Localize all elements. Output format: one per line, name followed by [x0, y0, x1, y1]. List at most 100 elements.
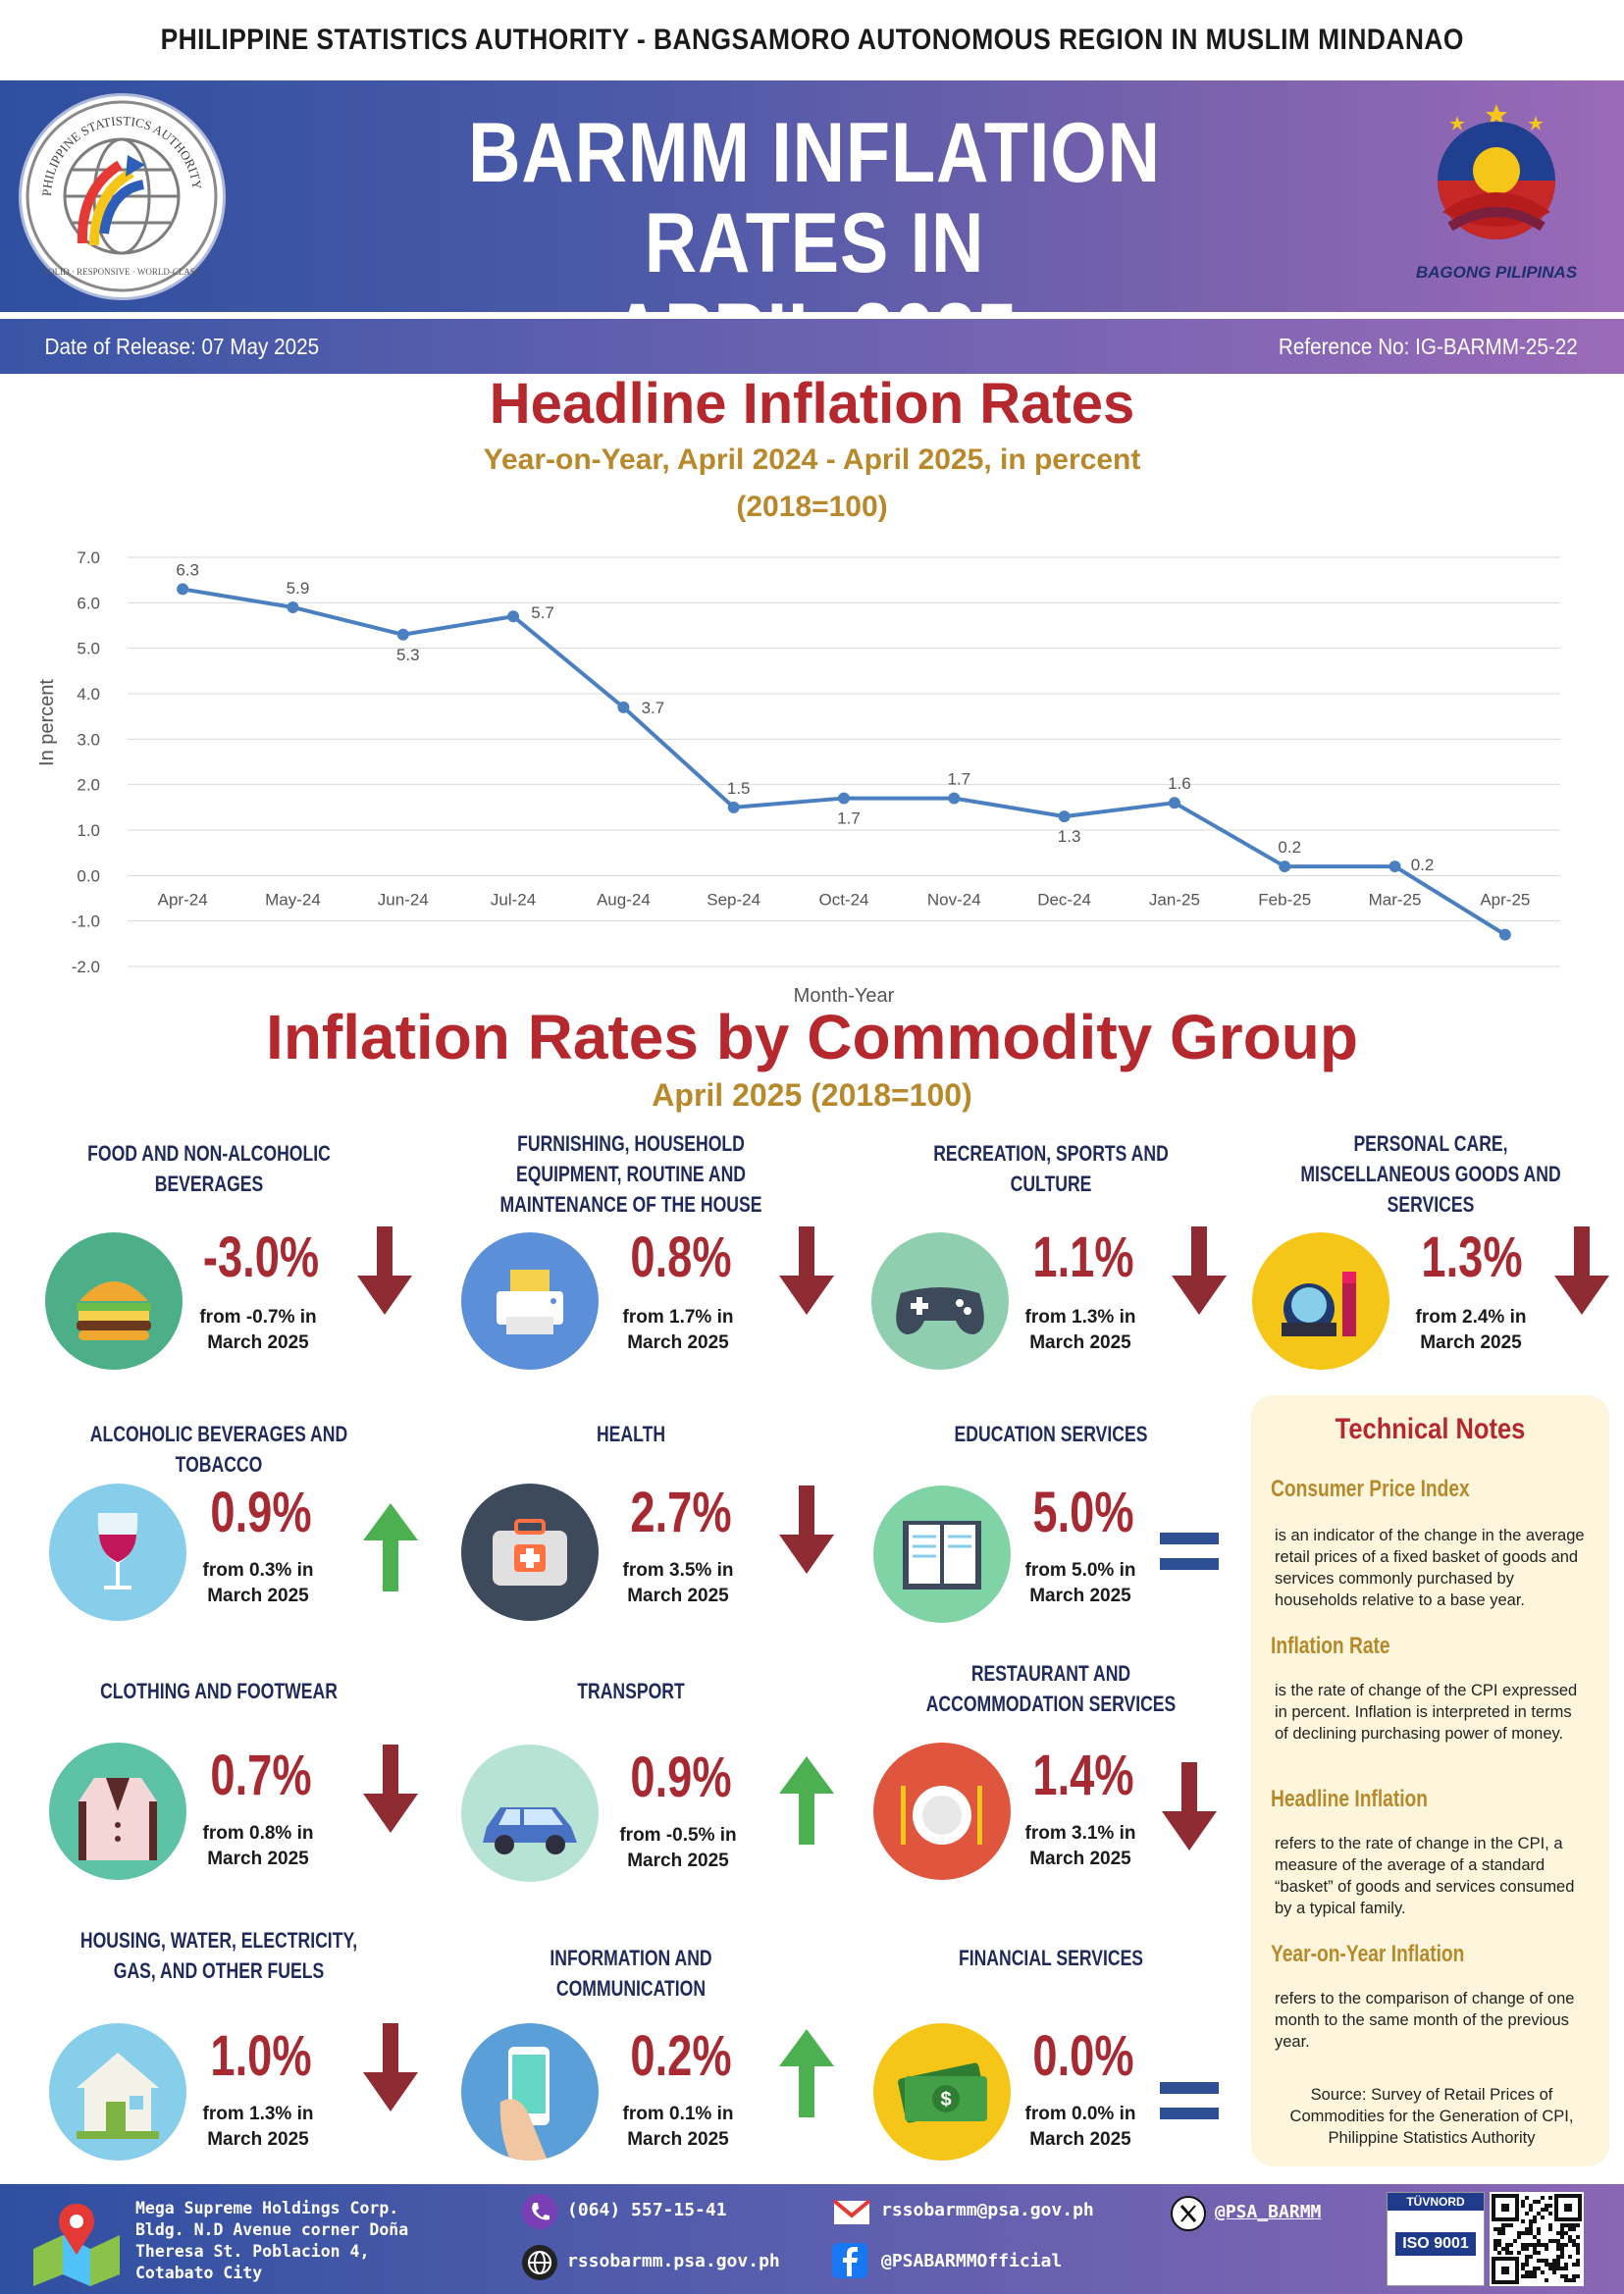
release-bar: Date of Release: 07 May 2025 Reference N…	[0, 319, 1624, 374]
qr-finder	[1554, 2194, 1582, 2221]
house-icon	[49, 2023, 186, 2161]
qr-module	[1533, 2267, 1537, 2270]
qr-module	[1548, 2263, 1552, 2267]
qr-module	[1501, 2227, 1505, 2231]
equal-sign-icon	[1160, 1533, 1219, 1570]
data-point	[1498, 928, 1511, 941]
qr-module	[1529, 2255, 1533, 2259]
footer-address: Mega Supreme Holdings Corp. Bldg. N.D Av…	[135, 2198, 408, 2284]
trend-indicator	[1158, 2057, 1221, 2147]
agency-name: PHILIPPINE STATISTICS AUTHORITY - BANGSA…	[160, 24, 1464, 56]
qr-module	[1517, 2231, 1521, 2235]
qr-module	[1493, 2227, 1497, 2231]
qr-module	[1564, 2243, 1568, 2247]
commodity-previous-rate: from 1.3% in March 2025	[175, 2102, 341, 2153]
qr-module	[1556, 2239, 1560, 2243]
jacket-icon	[49, 1743, 186, 1880]
qr-module	[1572, 2223, 1576, 2227]
qr-module	[1529, 2274, 1533, 2278]
qr-module	[1529, 2219, 1533, 2223]
facebook-icon	[832, 2243, 867, 2278]
qr-module	[1560, 2243, 1564, 2247]
headline-chart: 7.0 6.0 5.0 4.0 3.0 2.0 1.0 0.0 -1.0 -2.0 Apr-24 Ma…	[29, 535, 1580, 1007]
x-tick-label: Aug-24	[597, 890, 651, 909]
data-label: 1.3	[1058, 827, 1081, 846]
footer-x-handle[interactable]: @PSA_BARMM	[1215, 2202, 1322, 2222]
qr-module	[1568, 2227, 1572, 2231]
qr-module	[1560, 2267, 1564, 2270]
commodity-group-name: HEALTH	[596, 1422, 666, 1446]
qr-module	[1548, 2204, 1552, 2208]
qr-module	[1533, 2247, 1537, 2251]
previous-rate-line2: March 2025	[1029, 2129, 1131, 2150]
headline-subtitle: Year-on-Year, April 2024 - April 2025, i…	[483, 443, 1141, 476]
data-label: 1.7	[947, 770, 970, 789]
commodity-group-name: PERSONAL CARE, MISCELLANEOUS GOODS AND S…	[1300, 1131, 1561, 1217]
x-twitter-icon	[1171, 2196, 1206, 2231]
qr-module	[1552, 2259, 1556, 2263]
footer-phone[interactable]: (064) 557-15-41	[567, 2200, 727, 2220]
previous-rate-line2: March 2025	[207, 1332, 309, 1353]
qr-module	[1525, 2259, 1529, 2263]
footer-facebook[interactable]: @PSABARMMOfficial	[881, 2251, 1063, 2271]
technical-notes-title: Technical Notes	[1335, 1413, 1526, 1445]
commodity-group-name: INFORMATION AND COMMUNICATION	[550, 1946, 712, 2001]
qr-module	[1556, 2243, 1560, 2247]
qr-module	[1525, 2231, 1529, 2235]
trend-indicator	[775, 1754, 838, 1845]
qr-code-icon[interactable]	[1490, 2192, 1584, 2286]
qr-module	[1493, 2243, 1497, 2247]
data-point	[838, 792, 850, 805]
data-point	[617, 701, 630, 713]
commodity-rate: 1.1%	[1032, 1225, 1134, 1289]
qr-module	[1497, 2231, 1501, 2235]
qr-module	[1521, 2231, 1525, 2235]
previous-rate-line2: March 2025	[627, 1586, 729, 1606]
commodity-rate: 0.2%	[630, 2024, 732, 2088]
qr-module	[1545, 2208, 1548, 2212]
qr-module	[1525, 2243, 1529, 2247]
makeup-icon	[1252, 1232, 1389, 1370]
qr-module	[1576, 2223, 1580, 2227]
y-axis-label: In percent	[36, 679, 58, 766]
qr-module	[1564, 2278, 1568, 2282]
bagong-pilipinas-text: BAGONG PILIPINAS	[1415, 263, 1578, 282]
qr-module	[1564, 2231, 1568, 2235]
qr-module	[1525, 2270, 1529, 2274]
data-label: 1.7	[837, 809, 861, 828]
qr-module	[1525, 2263, 1529, 2267]
tech-term-yoy-inflation: Year-on-Year Inflation	[1271, 1941, 1465, 1967]
qr-module	[1505, 2223, 1509, 2227]
previous-rate-line1: from 2.4% in	[1415, 1307, 1527, 1328]
data-point	[948, 792, 961, 805]
qr-module	[1513, 2239, 1517, 2243]
qr-module	[1517, 2251, 1521, 2255]
commodity-previous-rate: from 0.0% in March 2025	[997, 2102, 1164, 2153]
qr-module	[1509, 2243, 1513, 2247]
qr-module	[1572, 2278, 1576, 2282]
qr-module	[1576, 2259, 1580, 2263]
trend-indicator	[1550, 1226, 1613, 1317]
qr-module	[1537, 2200, 1541, 2204]
footer-website[interactable]: rssobarmm.psa.gov.ph	[567, 2251, 780, 2271]
y-tick-label: 7.0	[77, 548, 100, 567]
commodity-rate: 0.0%	[1032, 2024, 1134, 2088]
qr-module	[1529, 2243, 1533, 2247]
trend-indicator	[1168, 1226, 1231, 1317]
x-tick-label: Mar-25	[1369, 890, 1422, 909]
previous-rate-line1: from 0.1% in	[622, 2104, 734, 2124]
previous-rate-line1: from 3.5% in	[622, 1560, 734, 1581]
previous-rate-line1: from -0.5% in	[619, 1825, 737, 1846]
footer-email[interactable]: rssobarmm@psa.gov.ph	[881, 2200, 1094, 2220]
commodity-rate: 0.7%	[210, 1744, 312, 1807]
arrow-up-icon	[779, 1756, 834, 1845]
qr-module	[1545, 2259, 1548, 2263]
psa-logo: PHILIPPINE STATISTICS AUTHORITY SOLID · …	[22, 96, 223, 297]
qr-module	[1537, 2227, 1541, 2231]
previous-rate-line1: from 1.7% in	[622, 1307, 734, 1328]
previous-rate-line2: March 2025	[627, 1332, 729, 1353]
arrow-down-icon	[1162, 1762, 1217, 1851]
qr-module	[1529, 2231, 1533, 2235]
qr-module	[1572, 2263, 1576, 2267]
qr-module	[1568, 2255, 1572, 2259]
